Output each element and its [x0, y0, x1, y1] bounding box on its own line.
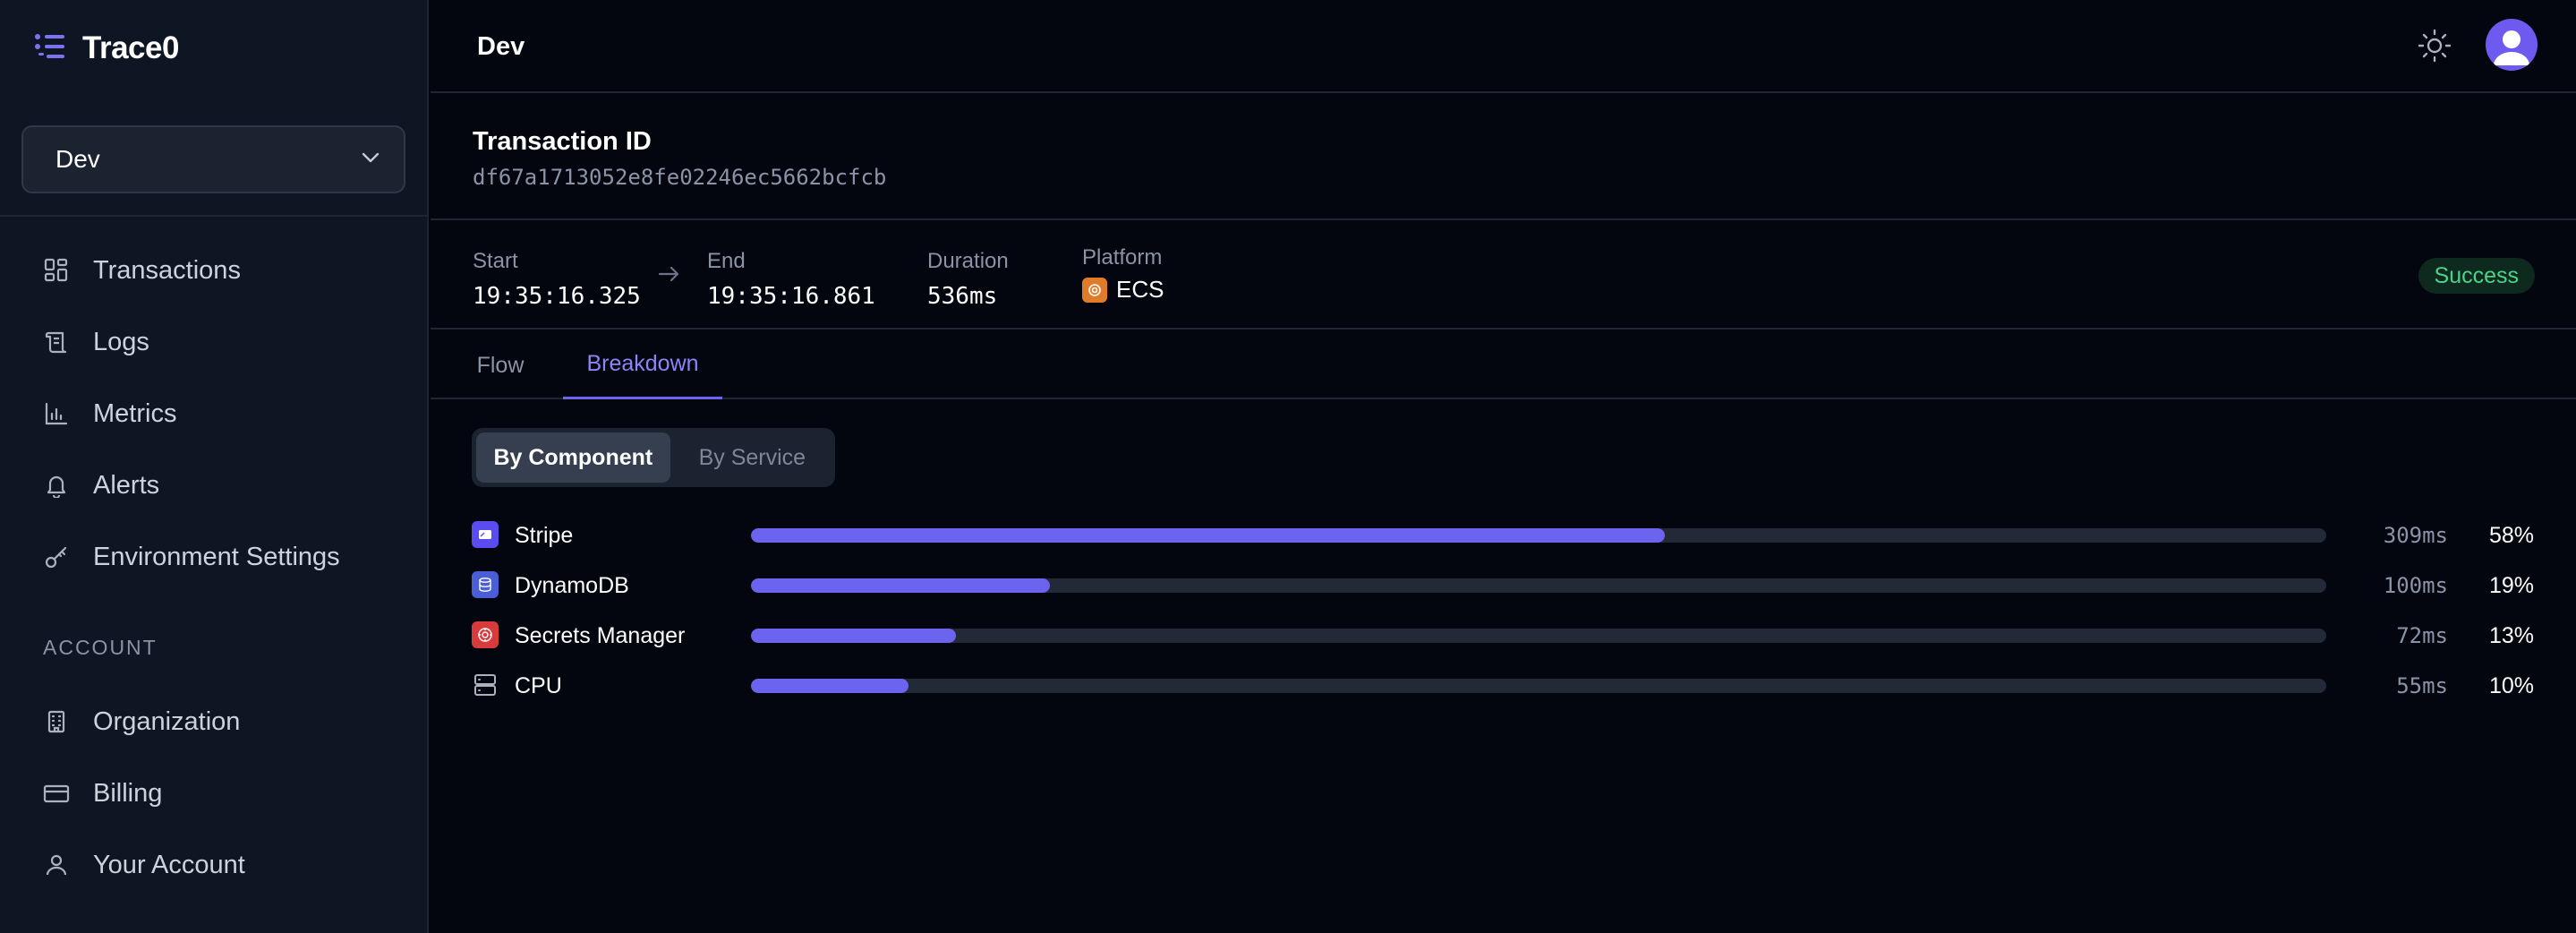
by-component-button[interactable]: By Component — [476, 432, 670, 483]
duration-bar-fill — [751, 679, 908, 693]
component-duration: 55ms — [2396, 673, 2448, 698]
component-percent: 58% — [2488, 523, 2534, 548]
bar-chart-icon — [43, 400, 70, 427]
sidebar-item-organization[interactable]: Organization — [0, 686, 429, 758]
list-logo-icon — [34, 33, 66, 64]
sidebar-item-billing[interactable]: Billing — [0, 758, 429, 829]
transaction-meta: Start 19:35:16.325 End 19:35:16.861 Dura… — [431, 222, 2576, 330]
tab-breakdown[interactable]: Breakdown — [563, 331, 722, 399]
group-by-toggle: By Component By Service — [472, 428, 835, 487]
main-nav: Transactions Logs Metrics — [0, 235, 429, 593]
end-label: End — [707, 249, 746, 273]
user-icon — [43, 852, 70, 878]
breakdown-row-cpu[interactable]: CPU 55ms 10% — [472, 661, 2534, 711]
sidebar-item-label: Billing — [93, 778, 163, 808]
duration-bar-track — [751, 629, 2326, 643]
sidebar-item-transactions[interactable]: Transactions — [0, 235, 429, 306]
duration-label: Duration — [927, 249, 1009, 273]
stripe-icon — [472, 521, 499, 548]
sidebar-item-label: Alerts — [93, 470, 160, 500]
component-duration: 100ms — [2383, 573, 2448, 598]
account-nav: Organization Billing Your Account — [0, 686, 429, 901]
dashboard-grid-icon — [43, 257, 70, 284]
key-icon — [43, 544, 70, 570]
sidebar-item-label: Transactions — [93, 255, 241, 285]
sidebar-item-metrics[interactable]: Metrics — [0, 378, 429, 449]
start-field: Start 19:35:16.325 — [473, 249, 641, 310]
app-name: Trace0 — [82, 30, 179, 65]
tabs: Flow Breakdown — [431, 331, 2576, 399]
brand[interactable]: Trace0 — [34, 27, 179, 70]
component-name: Stripe — [515, 523, 574, 548]
sidebar-item-label: Your Account — [93, 850, 245, 879]
user-avatar[interactable] — [2486, 19, 2538, 71]
component-duration: 309ms — [2383, 523, 2448, 548]
sidebar-item-label: Metrics — [93, 398, 177, 428]
start-label: Start — [473, 249, 518, 273]
arrow-right-icon — [656, 261, 681, 287]
bell-icon — [43, 472, 70, 499]
chevron-down-icon — [361, 151, 380, 168]
component-name: Secrets Manager — [515, 623, 686, 648]
platform-field: Platform ECS — [1082, 245, 1164, 304]
duration-bar-track — [751, 578, 2326, 593]
component-duration: 72ms — [2396, 623, 2448, 648]
sidebar-item-label: Logs — [93, 327, 149, 356]
duration-bar-track — [751, 679, 2326, 693]
end-field: End 19:35:16.861 — [707, 249, 875, 310]
duration-bar-fill — [751, 578, 1051, 593]
component-percent: 19% — [2488, 573, 2534, 598]
breakdown-row-stripe[interactable]: Stripe 309ms 58% — [472, 510, 2534, 561]
breakdown-list: Stripe 309ms 58% DynamoDB 100ms 19% Secr… — [472, 510, 2534, 711]
duration-field: Duration 536ms — [927, 249, 1009, 310]
sidebar-item-logs[interactable]: Logs — [0, 306, 429, 378]
component-name: CPU — [515, 673, 562, 698]
sidebar-item-environment-settings[interactable]: Environment Settings — [0, 521, 429, 593]
sidebar-item-label: Environment Settings — [93, 542, 340, 571]
sidebar: Trace0 Dev Transactions Lo — [0, 0, 429, 933]
transaction-id-label: Transaction ID — [473, 127, 652, 156]
status-badge: Success — [2418, 258, 2535, 294]
page-title: Dev — [477, 32, 525, 61]
dynamodb-icon — [472, 571, 499, 598]
end-value: 19:35:16.861 — [707, 283, 875, 310]
component-name: DynamoDB — [515, 573, 629, 598]
transaction-header: Transaction ID df67a1713052e8fe02246ec56… — [431, 95, 2576, 220]
platform-value: ECS — [1116, 276, 1164, 303]
environment-select-value: Dev — [55, 145, 100, 173]
theme-toggle-sun-icon[interactable] — [2416, 27, 2453, 64]
sidebar-divider — [0, 215, 429, 217]
secrets-manager-icon — [472, 621, 499, 648]
building-icon — [43, 708, 70, 735]
sidebar-item-label: Organization — [93, 706, 241, 736]
duration-bar-fill — [751, 629, 956, 643]
sidebar-item-your-account[interactable]: Your Account — [0, 829, 429, 901]
account-section-label: ACCOUNT — [43, 636, 158, 659]
tab-flow[interactable]: Flow — [476, 352, 525, 378]
topbar: Dev — [431, 0, 2576, 93]
credit-card-icon — [43, 780, 70, 807]
component-percent: 10% — [2488, 673, 2534, 698]
breakdown-row-dynamodb[interactable]: DynamoDB 100ms 19% — [472, 561, 2534, 611]
by-service-button[interactable]: By Service — [698, 444, 806, 470]
duration-bar-fill — [751, 528, 1665, 543]
environment-select[interactable]: Dev — [21, 125, 405, 193]
breakdown-row-secrets-manager[interactable]: Secrets Manager 72ms 13% — [472, 611, 2534, 661]
ecs-icon — [1082, 277, 1107, 303]
duration-value: 536ms — [927, 283, 998, 310]
sidebar-item-alerts[interactable]: Alerts — [0, 449, 429, 521]
platform-label: Platform — [1082, 245, 1163, 270]
server-icon — [472, 672, 499, 698]
scroll-icon — [43, 329, 70, 355]
start-value: 19:35:16.325 — [473, 283, 641, 310]
transaction-id-value: df67a1713052e8fe02246ec5662bcfcb — [473, 165, 887, 190]
duration-bar-track — [751, 528, 2326, 543]
component-percent: 13% — [2488, 623, 2534, 648]
